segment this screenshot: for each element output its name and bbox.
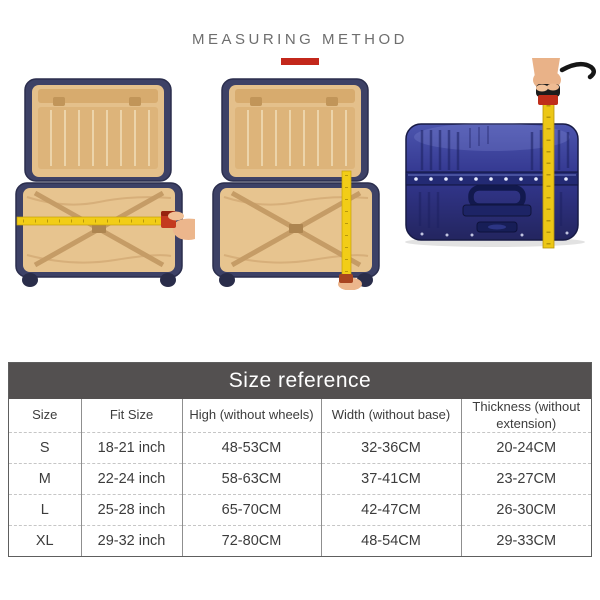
table-cell: 65-70CM	[181, 494, 321, 526]
table-cell: 58-63CM	[181, 463, 321, 495]
table-cell: 32-36CM	[320, 432, 461, 464]
closed-suitcase	[405, 123, 579, 241]
measuring-tape-horizontal-icon	[16, 216, 172, 226]
hand-holding-tape	[161, 211, 195, 240]
table-cell: 20-24CM	[460, 432, 591, 464]
table-cell: 25-28 inch	[80, 494, 182, 526]
photo-open-suitcase-width-measure	[15, 78, 195, 287]
column-header-width: Width (without base)	[320, 399, 461, 433]
photo-closed-suitcase-height-measure	[405, 58, 596, 249]
table-title: Size reference	[9, 363, 591, 399]
table-row-s: S 18-21 inch 48-53CM 32-36CM 20-24CM	[9, 432, 591, 464]
table-cell: XL	[35, 533, 54, 549]
hand-at-tape-end	[338, 274, 362, 290]
table-cell: S	[39, 440, 50, 456]
measuring-tape-vertical-icon	[341, 170, 352, 278]
table-cell: 72-80CM	[181, 525, 321, 556]
table-cell: 48-53CM	[181, 432, 321, 464]
table-cell: 18-21 inch	[80, 432, 182, 464]
column-header-thickness: Thickness (without extension)	[460, 399, 591, 433]
section-title: MEASURING METHOD	[191, 31, 408, 48]
table-row-l: L 25-28 inch 65-70CM 42-47CM 26-30CM	[9, 494, 591, 526]
table-cell: 29-32 inch	[80, 525, 182, 556]
table-cell: M	[38, 471, 51, 487]
table-cell: L	[40, 502, 49, 518]
column-header-size: Size	[32, 407, 58, 423]
rivets	[414, 177, 569, 237]
table-cell: 22-24 inch	[80, 463, 182, 495]
table-row-xl: XL 29-32 inch 72-80CM 48-54CM 29-33CM	[9, 525, 591, 556]
table-row-m: M 22-24 inch 58-63CM 37-41CM 23-27CM	[9, 463, 591, 495]
column-header-fit-size: Fit Size	[80, 399, 182, 433]
open-suitcase	[212, 78, 380, 287]
open-suitcase	[15, 78, 183, 287]
table-cell: 23-27CM	[460, 463, 591, 495]
table-cell: 42-47CM	[320, 494, 461, 526]
table-cell: 48-54CM	[320, 525, 461, 556]
table-cell: 29-33CM	[460, 525, 591, 556]
table-header-row: Size Fit Size High (without wheels) Widt…	[9, 399, 591, 433]
tape-measure-strap	[559, 61, 596, 80]
size-table-grid: Size Fit Size High (without wheels) Widt…	[9, 399, 591, 556]
column-header-high: High (without wheels)	[181, 399, 321, 433]
hand-holding-tape-measure	[532, 58, 596, 105]
size-reference-table: Size reference Size Fit Size High (witho…	[8, 362, 592, 557]
photo-open-suitcase-depth-measure	[212, 78, 380, 290]
table-cell: 26-30CM	[460, 494, 591, 526]
title-underline-accent	[281, 58, 319, 65]
table-cell: 37-41CM	[320, 463, 461, 495]
